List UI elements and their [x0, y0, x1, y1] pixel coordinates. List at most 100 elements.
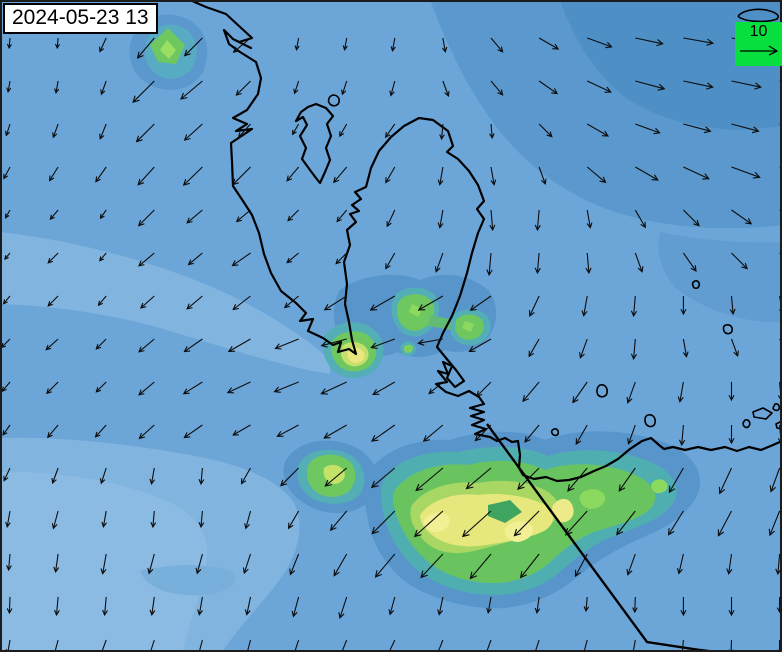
wind-arrow — [679, 639, 686, 652]
wind-arrow — [369, 295, 396, 311]
wind-arrow — [434, 252, 444, 273]
wind-arrow — [388, 639, 396, 652]
wind-arrow — [586, 166, 607, 184]
darker-top-right — [560, 0, 782, 130]
wind-arrow — [768, 510, 781, 537]
wind-arrow — [6, 37, 12, 50]
blobD-dark-green-hole — [488, 500, 522, 523]
wind-arrow — [99, 252, 107, 262]
wind-arrow — [474, 424, 492, 442]
wind-arrow — [231, 252, 251, 267]
wind-arrow — [47, 252, 59, 264]
wind-arrow — [102, 596, 108, 617]
wind-arrow — [627, 424, 636, 445]
blobD-arm-bright-1 — [579, 489, 606, 509]
blobB-bridge — [428, 315, 455, 330]
wind-arrow — [390, 37, 396, 52]
wind-arrow — [244, 510, 252, 530]
lighter-bottom-left — [0, 471, 208, 652]
wind-arrow — [49, 209, 59, 221]
wind-arrow — [99, 37, 107, 53]
wind-arrow — [486, 596, 492, 614]
wind-arrow — [634, 252, 644, 273]
wind-arrow — [731, 252, 748, 270]
wind-arrow — [329, 510, 348, 532]
wind-arrow — [442, 80, 450, 98]
wind-arrow — [198, 467, 205, 486]
wind-arrow — [101, 510, 107, 528]
wind-arrow — [235, 80, 251, 96]
wind-arrow — [47, 295, 59, 307]
wind-arrow — [683, 166, 710, 180]
wind-arrow — [630, 295, 638, 318]
wind-arrow — [490, 80, 504, 96]
wind-arrow — [439, 123, 445, 141]
wind-arrow — [630, 639, 636, 652]
blobC-core — [323, 464, 345, 484]
wind-arrow — [99, 209, 107, 220]
blobD-pale-3 — [552, 498, 574, 523]
wind-arrow — [728, 425, 735, 445]
wind-arrow — [6, 596, 13, 615]
wind-arrow — [292, 123, 300, 136]
wind-speed-legend: 10 — [735, 22, 782, 66]
wind-arrow — [469, 553, 492, 580]
wind-arrow — [323, 424, 347, 439]
wind-arrow — [232, 424, 251, 436]
wind-arrow — [575, 424, 588, 446]
wind-arrow — [586, 80, 612, 93]
wind-arrow — [183, 338, 203, 353]
wind-arrow — [372, 381, 396, 396]
wind-arrow — [237, 123, 251, 139]
wind-arrow — [769, 467, 781, 493]
wind-arrow — [95, 166, 107, 183]
wind-arrow — [4, 252, 11, 261]
wind-arrow — [635, 80, 666, 91]
wind-arrow — [242, 553, 252, 575]
wind-arrow — [572, 381, 588, 404]
wind-arrow — [3, 467, 11, 482]
wind-arrow — [483, 639, 492, 652]
islet-728-329 — [722, 324, 733, 335]
wind-arrow — [100, 80, 107, 96]
wind-arrow — [276, 424, 299, 437]
wind-arrow — [388, 596, 396, 616]
wind-arrow — [198, 510, 205, 529]
wind-arrow — [226, 381, 251, 394]
wind-arrow — [291, 596, 300, 618]
wind-arrow — [728, 382, 735, 402]
wind-arrow — [336, 209, 348, 223]
wind-arrow — [422, 424, 444, 442]
wind-arrow — [99, 467, 107, 485]
wind-arrow — [2, 424, 11, 436]
wind-arrow — [489, 209, 496, 232]
wind-arrow — [517, 467, 540, 491]
wind-arrow — [54, 80, 60, 94]
wind-arrow — [565, 510, 588, 536]
wind-arrow — [5, 510, 11, 528]
wind-arrow — [150, 510, 157, 529]
wind-arrow — [342, 37, 348, 51]
island-top-right — [737, 8, 779, 23]
wind-arrow — [195, 553, 203, 575]
wind-arrow — [6, 80, 12, 93]
wind-arrow — [4, 123, 11, 137]
islet-cluster-right-3 — [772, 403, 781, 412]
wind-arrow — [728, 597, 735, 617]
wind-arrow — [273, 381, 299, 393]
wind-arrow — [680, 597, 687, 617]
wind-arrow — [683, 123, 712, 134]
wind-arrow — [635, 123, 661, 135]
wind-arrow — [726, 553, 733, 575]
wind-arrow — [339, 123, 348, 138]
wind-arrow — [286, 252, 299, 264]
wind-arrow — [197, 596, 203, 616]
wind-arrow — [534, 252, 541, 275]
islet-ne-bahrain — [327, 94, 340, 107]
wind-arrow — [283, 295, 299, 309]
dark-right-mid — [658, 232, 782, 323]
wind-arrow — [370, 338, 395, 349]
wind-arrow — [683, 37, 715, 46]
wind-arrow — [676, 553, 684, 575]
wind-arrow — [2, 295, 11, 305]
